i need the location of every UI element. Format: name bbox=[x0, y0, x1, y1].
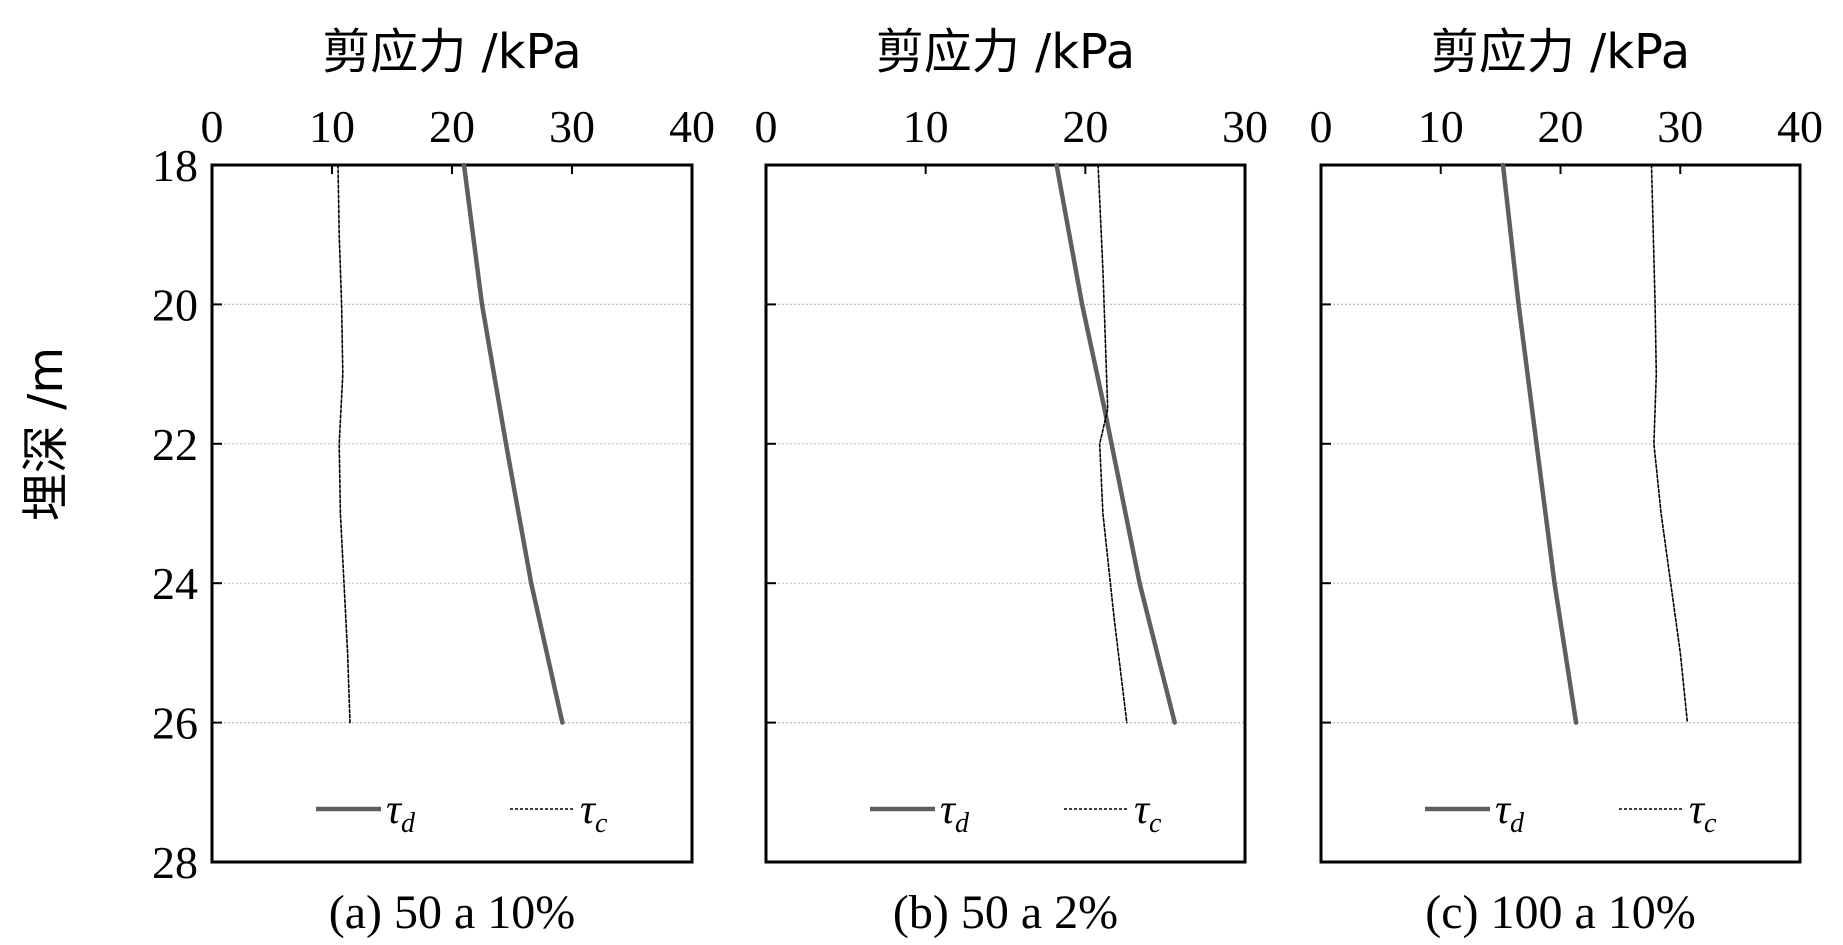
legend-symbol: τ bbox=[1689, 787, 1706, 833]
x-tick-label: 40 bbox=[1777, 101, 1823, 152]
series-td-line bbox=[1500, 162, 1579, 725]
series-tc-line bbox=[1650, 164, 1689, 724]
x-tick-label: 30 bbox=[1657, 101, 1703, 152]
legend-subscript: d bbox=[955, 808, 970, 839]
legend: τd τc bbox=[870, 787, 1162, 839]
x-tick-label: 0 bbox=[1310, 101, 1333, 152]
legend-subscript: c bbox=[1704, 808, 1717, 839]
legend-td-label: τd bbox=[386, 787, 416, 839]
x-tick-label: 30 bbox=[549, 101, 595, 152]
series-td-line bbox=[461, 162, 565, 725]
x-tick-label: 40 bbox=[669, 101, 715, 152]
y-tick-labels: 18 20 22 24 26 28 bbox=[152, 140, 198, 888]
legend-tc-label: τc bbox=[1134, 787, 1162, 839]
series-td-line bbox=[1054, 162, 1177, 725]
x-tick-label: 20 bbox=[1062, 101, 1108, 152]
series-tc-line bbox=[1097, 164, 1128, 724]
legend-symbol: τ bbox=[940, 787, 957, 833]
panel-caption-c: (c) 100 a 10% bbox=[1425, 886, 1696, 939]
plot-frame bbox=[1319, 163, 1802, 864]
x-tick-label: 20 bbox=[1538, 101, 1584, 152]
y-tick-label: 24 bbox=[152, 558, 198, 609]
legend: τd τc bbox=[316, 787, 608, 839]
legend-symbol: τ bbox=[386, 787, 403, 833]
x-tick-label: 10 bbox=[309, 101, 355, 152]
x-tick-label: 30 bbox=[1222, 101, 1268, 152]
legend-subscript: c bbox=[595, 808, 608, 839]
x-tick-label: 0 bbox=[201, 101, 224, 152]
legend-tc-label: τc bbox=[1689, 787, 1717, 839]
panel-caption-b: (b) 50 a 2% bbox=[893, 886, 1118, 939]
y-axis-title: 埋深 /m bbox=[18, 347, 74, 521]
legend-subscript: d bbox=[1510, 808, 1525, 839]
x-axis-title: 剪应力 /kPa bbox=[876, 24, 1135, 80]
x-axis-title: 剪应力 /kPa bbox=[1431, 24, 1690, 80]
legend-subscript: c bbox=[1149, 808, 1162, 839]
y-tick-label: 28 bbox=[152, 837, 198, 888]
series-tc-line bbox=[337, 164, 351, 724]
x-tick-label: 0 bbox=[755, 101, 778, 152]
x-axis-title: 剪应力 /kPa bbox=[322, 24, 581, 80]
y-tick-label: 20 bbox=[152, 279, 198, 330]
plot-frame bbox=[210, 163, 694, 864]
panel-caption-a: (a) 50 a 10% bbox=[329, 886, 576, 939]
legend-symbol: τ bbox=[1495, 787, 1512, 833]
legend-symbol: τ bbox=[1134, 787, 1151, 833]
y-tick-label: 18 bbox=[152, 140, 198, 191]
legend-symbol: τ bbox=[580, 787, 597, 833]
y-tick-label: 22 bbox=[152, 419, 198, 470]
legend-td-label: τd bbox=[940, 787, 970, 839]
x-tick-label: 20 bbox=[429, 101, 475, 152]
plot-frame bbox=[764, 163, 1247, 864]
legend: τd τc bbox=[1425, 787, 1717, 839]
x-tick-label: 10 bbox=[1418, 101, 1464, 152]
legend-subscript: d bbox=[401, 808, 416, 839]
y-tick-label: 26 bbox=[152, 698, 198, 749]
x-tick-label: 10 bbox=[903, 101, 949, 152]
legend-tc-label: τc bbox=[580, 787, 608, 839]
legend-td-label: τd bbox=[1495, 787, 1525, 839]
